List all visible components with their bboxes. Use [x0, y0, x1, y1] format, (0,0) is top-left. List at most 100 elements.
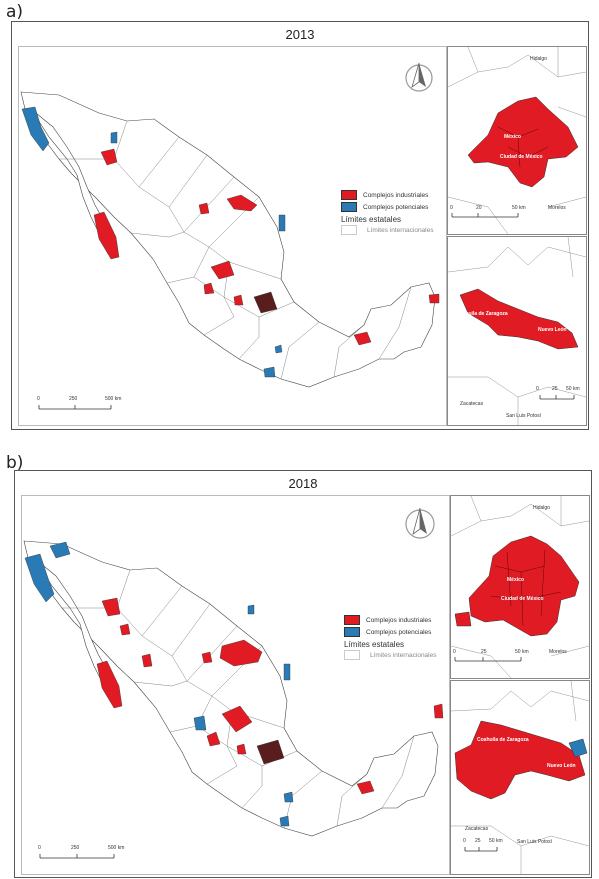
legend-swatch-industrial [341, 190, 357, 200]
label-morelos: Morelos [548, 205, 566, 211]
industrial-complex [253, 291, 278, 314]
scale-tick-1: 25 [552, 386, 558, 392]
potential-complex [263, 366, 276, 378]
industrial-complex [201, 651, 213, 664]
legend-swatch-international [344, 650, 360, 660]
industrial-complex [203, 282, 215, 295]
inset-monterrey-map [448, 237, 586, 425]
label-nuevo-leon: Nuevo León [538, 327, 567, 333]
label-hidalgo: Hidalgo [533, 505, 550, 511]
scale-tick-0: 0 [450, 205, 453, 211]
panel-a-main-map: 0 250 500 km Complejos industriales Comp… [18, 46, 447, 426]
potential-complex [49, 541, 71, 559]
scale-tick-1: 25 [481, 649, 487, 655]
scale-tick-0: 0 [37, 396, 40, 402]
inset-monterrey-scale-bar [539, 395, 575, 400]
industrial-complex [100, 148, 118, 166]
industrial-complex [433, 703, 444, 719]
potential-complex [283, 791, 294, 803]
scale-tick-1: 250 [71, 845, 80, 851]
legend-label-potential: Complejos potenciales [363, 203, 429, 211]
industrial-complexes [93, 148, 440, 346]
industrial-complex [353, 331, 372, 346]
panel-b-country-map [23, 540, 444, 859]
panel-b-letter: b) [6, 453, 24, 473]
label-san-luis-potosi: San Luis Potosí [506, 413, 542, 419]
panel-a-scale-bar [38, 405, 112, 410]
industrial-complex [141, 653, 153, 668]
legend-swatch-international [341, 225, 357, 235]
industrial-complexes [96, 597, 444, 795]
potential-complex [568, 738, 588, 758]
label-mexico: México [507, 577, 524, 583]
industrial-complex [96, 660, 123, 709]
industrial-complex [93, 211, 120, 260]
inset-monterrey-map [451, 681, 589, 874]
industrial-complex [119, 623, 131, 636]
mexico-outline [20, 91, 436, 388]
label-hidalgo: Hidalgo [530, 56, 547, 62]
label-san-luis-potosi: San Luis Potosí [517, 839, 553, 845]
inset-cdmx-map [448, 47, 586, 234]
north-arrow-icon [405, 507, 435, 539]
scale-tick-0: 0 [536, 386, 539, 392]
label-cdmx: Ciudad de México [500, 154, 543, 160]
industrial-complex [454, 611, 472, 627]
legend-swatch-potential [341, 202, 357, 212]
industrial-complex [428, 293, 440, 304]
industrial-complex [256, 739, 285, 765]
panel-a-year: 2013 [285, 27, 315, 42]
panel-a-frame: 2013 [11, 21, 589, 430]
label-nuevo-leon: Nuevo León [547, 763, 576, 769]
potential-complexes [21, 106, 286, 378]
industrial-complex-cdmx [468, 535, 580, 637]
industrial-complex [233, 294, 244, 306]
mexico-outline [23, 540, 439, 837]
label-zacatecas: Zacatecas [460, 401, 484, 407]
panel-a-legend: Complejos industriales Complejos potenci… [341, 189, 433, 236]
inset-cdmx-map [451, 496, 589, 678]
legend-label-states: Límites estatales [341, 215, 402, 224]
scale-tick-2: 50 km [512, 205, 526, 211]
inset-cdmx-scale-bar [454, 657, 522, 662]
scale-tick-2: 50 km [515, 649, 529, 655]
industrial-complex-monterrey [454, 720, 586, 800]
label-morelos: Morelos [549, 649, 567, 655]
potential-complex [283, 663, 291, 681]
inset-cdmx-scale-bar [451, 213, 519, 218]
industrial-complex-cdmx [467, 96, 579, 188]
potential-complex [274, 344, 283, 354]
legend-label-industrial: Complejos industriales [363, 191, 429, 199]
panel-a-letter: a) [6, 2, 24, 22]
industrial-complex-monterrey [459, 288, 579, 350]
legend-label-international: Límites internacionales [367, 226, 434, 234]
panel-b-frame: 2018 [14, 470, 592, 878]
panel-a-inset-cdmx: Hidalgo México Ciudad de México Morelos … [447, 46, 587, 235]
legend-label-international: Límites internacionales [370, 651, 437, 659]
legend-swatch-industrial [344, 615, 360, 625]
scale-tick-0: 0 [38, 845, 41, 851]
label-zacatecas: Zacatecas [465, 826, 489, 832]
scale-tick-0: 0 [453, 649, 456, 655]
legend-label-industrial: Complejos industriales [366, 616, 432, 624]
industrial-complex [226, 194, 258, 212]
industrial-complex [206, 731, 221, 747]
legend-swatch-potential [344, 627, 360, 637]
potential-complex [193, 715, 207, 731]
label-coahuila: Coahuila de Zaragoza [456, 311, 508, 317]
industrial-complex [221, 705, 253, 733]
scale-tick-0: 0 [463, 838, 466, 844]
scale-tick-1: 250 [69, 396, 78, 402]
panel-b-main-map: 0 250 500 km Complejos industriales Comp… [21, 495, 450, 875]
potential-complex [110, 131, 118, 144]
panel-b-inset-monterrey: Coahuila de Zaragoza Nuevo León Zacateca… [450, 680, 590, 875]
potential-complex [247, 604, 255, 615]
panel-b-scale-bar [39, 854, 115, 859]
scale-tick-1: 20 [476, 205, 482, 211]
industrial-complex [101, 597, 121, 617]
panel-b-inset-cdmx: Hidalgo México Ciudad de México Morelos … [450, 495, 590, 679]
scale-tick-1: 25 [475, 838, 481, 844]
scale-tick-2: 50 km [566, 386, 580, 392]
panel-b-legend: Complejos industriales Complejos potenci… [344, 614, 436, 661]
label-mexico: México [504, 134, 521, 140]
